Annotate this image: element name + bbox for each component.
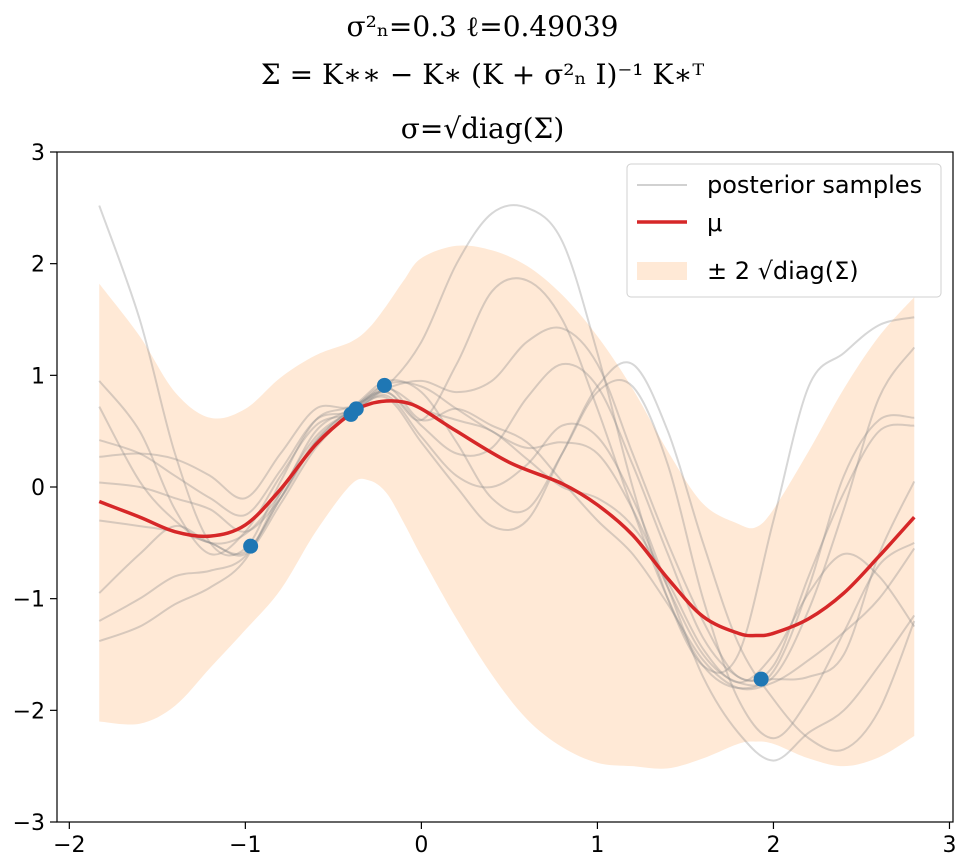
posterior-sample-line-9: [98, 393, 916, 762]
observation-point: [243, 538, 259, 554]
legend-box: [626, 163, 942, 298]
mean-layer: [98, 399, 916, 638]
x-tick-label: 1: [590, 833, 604, 858]
posterior-sample-line-5: [99, 379, 915, 740]
x-tick-label: 2: [766, 833, 780, 858]
x-axis: −2 −1 0 1 2 3: [53, 822, 956, 858]
y-axis: −3 −2 −1 0 1 2 3: [13, 141, 57, 836]
y-tick-label: 2: [31, 253, 45, 278]
posterior-sample-line-4: [98, 346, 916, 687]
legend: posterior samples μ ± 2 √diag(Σ): [626, 163, 942, 298]
confidence-band: [99, 245, 915, 769]
observation-point: [753, 671, 769, 687]
x-tick-label: −1: [229, 833, 261, 858]
posterior-samples-layer: [98, 204, 916, 762]
posterior-sample-line-10: [98, 361, 916, 752]
posterior-sample-line-2: [98, 277, 915, 690]
legend-samples-label: posterior samples: [707, 171, 922, 199]
chart-title-line-3: σ=√diag(Σ): [400, 112, 565, 145]
observation-point: [348, 401, 364, 417]
chart-title-line-2: Σ = K∗∗ − K∗ (K + σ²ₙ I)⁻¹ K∗ᵀ: [260, 58, 705, 91]
y-tick-label: 0: [31, 476, 45, 501]
x-tick-label: 0: [414, 833, 428, 858]
mean-line: [98, 399, 916, 638]
y-tick-label: 1: [31, 364, 45, 389]
chart-title-line-1: σ²ₙ=0.3 ℓ=0.49039: [346, 10, 619, 43]
legend-mean-label: μ: [707, 209, 722, 237]
y-tick-label: −1: [13, 588, 45, 613]
legend-band-swatch: [637, 262, 687, 280]
posterior-sample-line-7: [99, 387, 916, 684]
posterior-sample-line-3: [98, 326, 915, 682]
observations-layer: [243, 377, 769, 687]
confidence-band-layer: [99, 245, 915, 769]
y-tick-label: 3: [31, 141, 45, 166]
x-tick-label: 3: [942, 833, 956, 858]
x-tick-label: −2: [53, 833, 85, 858]
observation-point: [376, 377, 392, 393]
posterior-sample-line-6: [99, 362, 916, 682]
posterior-sample-line-1: [98, 204, 915, 674]
y-tick-label: −3: [13, 811, 45, 836]
posterior-sample-line-8: [98, 385, 916, 691]
legend-band-label: ± 2 √diag(Σ): [707, 257, 859, 285]
y-tick-label: −2: [13, 699, 45, 724]
